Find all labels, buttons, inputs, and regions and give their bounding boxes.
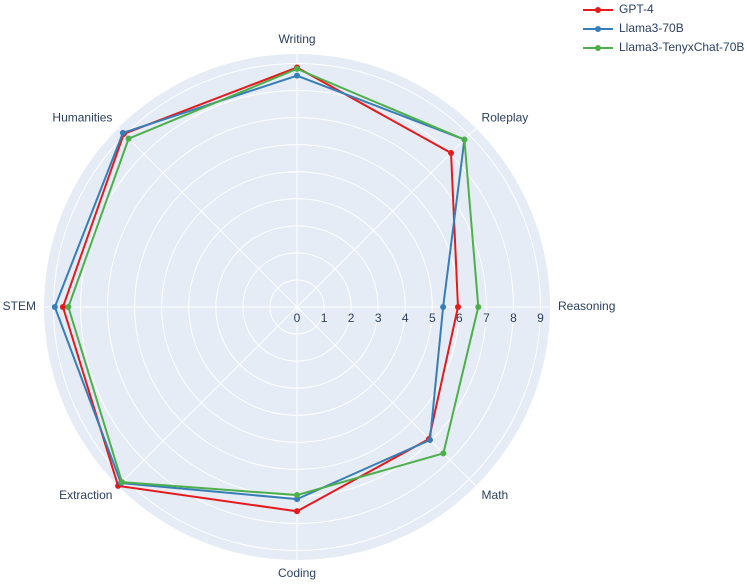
data-point (455, 304, 461, 310)
category-label: Writing (278, 32, 315, 46)
data-point (65, 304, 72, 310)
data-point (294, 492, 300, 499)
legend-label: Llama3-TenyxChat-70B (619, 40, 744, 54)
data-point (118, 479, 125, 486)
data-point (294, 65, 300, 72)
category-label: Math (482, 488, 509, 502)
category-label: STEM (3, 299, 36, 313)
legend-marker (595, 45, 601, 51)
radial-tick-label: 2 (348, 311, 355, 325)
data-point (475, 304, 482, 310)
angular-grid-line (117, 127, 298, 308)
category-label: Humanities (52, 110, 112, 124)
data-point (294, 72, 300, 79)
radial-tick-label: 9 (537, 311, 544, 325)
legend-marker (595, 26, 601, 32)
legend-label: Llama3-70B (619, 21, 684, 35)
data-point (426, 436, 433, 443)
category-label: Coding (278, 566, 316, 580)
radial-tick-label: 1 (321, 311, 328, 325)
legend-marker (595, 7, 601, 13)
radial-tick-label: 0 (294, 311, 301, 325)
legend-label: GPT-4 (619, 2, 654, 16)
radial-tick-label: 7 (483, 311, 490, 325)
data-point (119, 129, 126, 136)
angular-grid-line (117, 306, 298, 487)
data-point (440, 450, 447, 457)
data-point (461, 136, 468, 143)
data-point (294, 508, 300, 515)
category-label: Reasoning (558, 299, 615, 313)
category-label: Extraction (59, 488, 112, 502)
angular-grid-line (296, 127, 477, 308)
category-label: Roleplay (482, 110, 529, 124)
radial-tick-label: 4 (402, 311, 409, 325)
radial-tick-label: 5 (429, 311, 436, 325)
radial-tick-label: 3 (375, 311, 382, 325)
data-point (51, 304, 58, 310)
data-point (440, 304, 447, 310)
data-point (59, 304, 66, 310)
radial-tick-label: 6 (456, 311, 463, 325)
radial-tick-label: 8 (510, 311, 517, 325)
angular-grid-line (296, 306, 477, 487)
data-point (448, 149, 455, 156)
data-point (125, 135, 132, 142)
